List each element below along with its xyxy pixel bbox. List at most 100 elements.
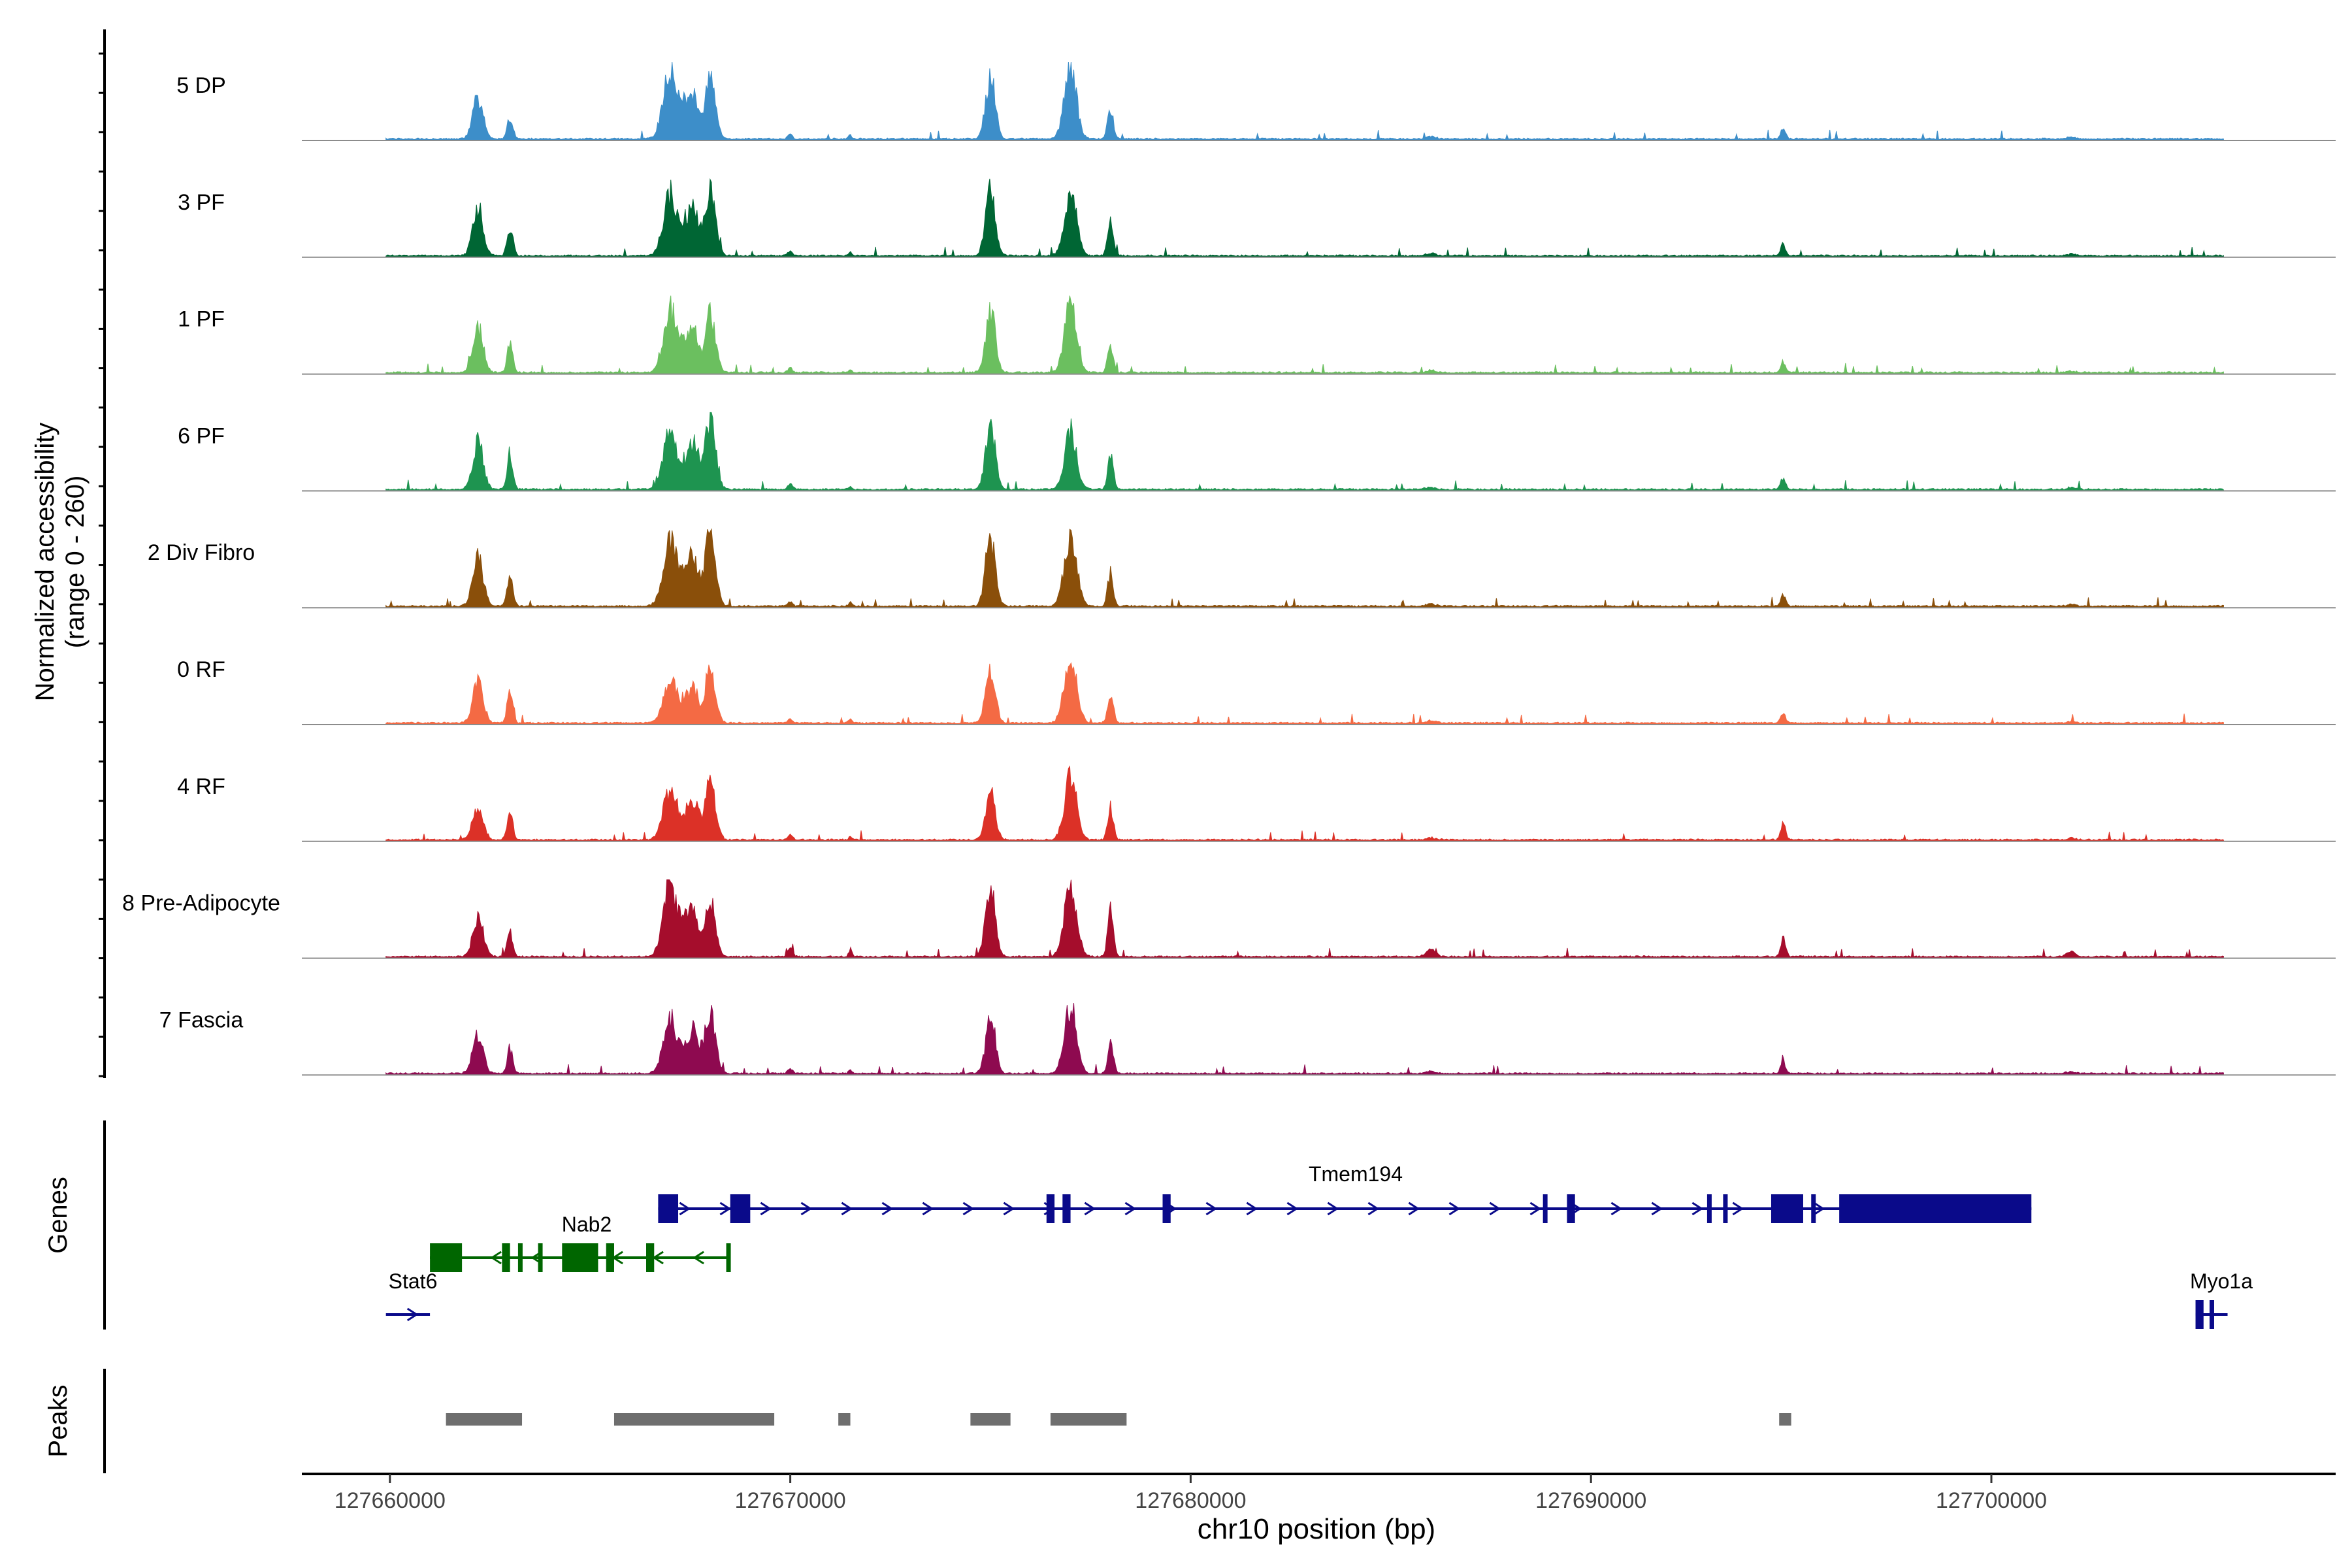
x-tick-label: 127660000 [335, 1488, 446, 1513]
gene-annotations: Tmem194 Nab2 Stat6 Myo1a [385, 1162, 2253, 1329]
gene-label: Tmem194 [1309, 1162, 1403, 1186]
gene-exon [1707, 1194, 1712, 1223]
track-label: 2 Div Fibro [148, 540, 255, 565]
track-label: 6 PF [178, 423, 225, 448]
gene-exon [1543, 1194, 1548, 1223]
strand-arrow [1367, 1201, 1380, 1216]
track-label: 7 Fascia [159, 1007, 244, 1032]
strand-arrow [1813, 1201, 1825, 1216]
x-tick-label: 127680000 [1135, 1488, 1246, 1513]
coverage-area [385, 412, 2224, 491]
track-label: 0 RF [177, 657, 225, 682]
gene-exon [502, 1243, 510, 1272]
coverage-area [385, 61, 2224, 141]
gene-exon [1062, 1194, 1071, 1223]
coverage-track: 7 Fascia [159, 1003, 2336, 1076]
y-axis-label-line2: (range 0 - 260) [61, 476, 90, 649]
gene-exon [1567, 1194, 1575, 1223]
strand-arrow [1084, 1201, 1096, 1216]
strand-arrow [693, 1250, 704, 1265]
strand-arrow [490, 1250, 502, 1265]
strand-arrow [841, 1201, 853, 1216]
gene-myo1a: Myo1a [2190, 1269, 2253, 1329]
strand-arrow [1246, 1201, 1258, 1216]
gene-label: Stat6 [389, 1269, 438, 1293]
peak-bar [613, 1413, 775, 1426]
gene-exon [1771, 1194, 1803, 1223]
x-tick-label: 127670000 [735, 1488, 846, 1513]
gene-exon [1723, 1194, 1728, 1223]
peaks-panel-label: Peaks [44, 1384, 73, 1457]
coverage-area [385, 1003, 2224, 1075]
track-label: 3 PF [178, 190, 225, 215]
strand-arrow [760, 1201, 772, 1216]
coverage-track: 2 Div Fibro [148, 528, 2336, 609]
strand-arrow [1448, 1201, 1461, 1216]
track-label: 1 PF [178, 307, 225, 332]
x-axis-label: chr10 position (bp) [1198, 1513, 1435, 1545]
strand-arrow [1205, 1201, 1218, 1216]
track-label: 5 DP [176, 73, 226, 98]
peak-bar [970, 1413, 1011, 1426]
coverage-area [385, 295, 2224, 375]
gene-exon [646, 1243, 655, 1272]
coverage-track: 4 RF [177, 765, 2336, 842]
strand-arrow [1529, 1201, 1542, 1216]
gene-exon [517, 1243, 523, 1272]
axes: 127660000 127670000 127680000 127690000 1277… [99, 29, 2336, 1513]
peak-regions [446, 1413, 1791, 1426]
strand-arrow [1003, 1201, 1015, 1216]
gene-exon [2195, 1300, 2204, 1329]
track-label: 4 RF [177, 774, 225, 799]
gene-stat6: Stat6 [385, 1269, 438, 1322]
coverage-area [385, 765, 2224, 842]
gene-exon [726, 1243, 731, 1272]
strand-arrow [1732, 1201, 1744, 1216]
gene-exon [562, 1243, 598, 1272]
track-label: 8 Pre-Adipocyte [122, 891, 280, 916]
strand-arrow [1286, 1201, 1299, 1216]
peak-bar [1050, 1413, 1127, 1426]
coverage-area [385, 178, 2224, 258]
gene-exon [538, 1243, 543, 1272]
x-tick-label: 127700000 [1936, 1488, 2047, 1513]
coverage-track: 8 Pre-Adipocyte [122, 879, 2336, 959]
gene-exon [658, 1194, 679, 1223]
strand-arrow [1691, 1201, 1704, 1216]
coverage-track: 1 PF [178, 295, 2336, 375]
strand-arrow [679, 1201, 691, 1216]
coverage-track: 3 PF [178, 178, 2336, 258]
strand-arrow [1610, 1201, 1623, 1216]
gene-label: Myo1a [2190, 1269, 2253, 1293]
gene-exon [730, 1194, 751, 1223]
coverage-tracks: 5 DP 3 PF 1 PF 6 PF 2 Div Fibro 0 RF 4 RF 8 Pre… [122, 61, 2336, 1076]
gene-exon [1162, 1194, 1171, 1223]
strand-arrow [1489, 1201, 1501, 1216]
gene-tmem194: Tmem194 [658, 1162, 2032, 1223]
strand-arrow [800, 1201, 813, 1216]
coverage-track: 0 RF [177, 657, 2336, 725]
peak-bar [838, 1413, 851, 1426]
gene-exon [606, 1243, 614, 1272]
gene-exon [1811, 1194, 1816, 1223]
peak-bar [1779, 1413, 1791, 1426]
gene-label: Nab2 [562, 1213, 612, 1236]
strand-arrow [406, 1307, 419, 1322]
strand-arrow [1408, 1201, 1420, 1216]
gene-exon [430, 1243, 463, 1272]
coverage-area [385, 528, 2224, 608]
y-axis-label-line1: Normalized accessibility [31, 423, 59, 702]
strand-arrow [922, 1201, 934, 1216]
gene-exon [1046, 1194, 1055, 1223]
strand-arrow [881, 1201, 894, 1216]
strand-arrow [1124, 1201, 1137, 1216]
coverage-track: 5 DP [176, 61, 2336, 141]
gene-exon [2209, 1300, 2214, 1329]
strand-arrow [1327, 1201, 1339, 1216]
peak-bar [446, 1413, 523, 1426]
coverage-track: 6 PF [178, 412, 2336, 492]
coverage-area [385, 662, 2224, 725]
x-tick-label: 127690000 [1535, 1488, 1646, 1513]
genes-panel-label: Genes [44, 1177, 73, 1254]
